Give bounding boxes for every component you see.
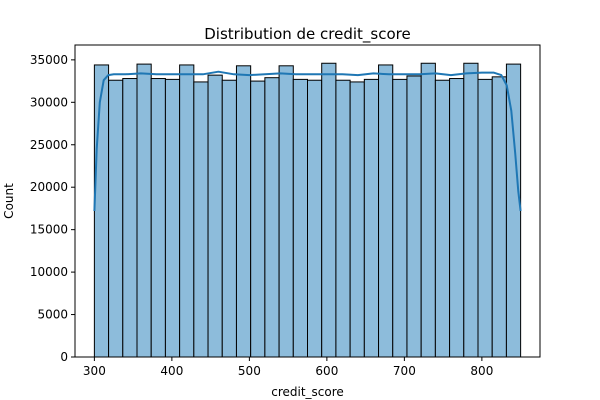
histogram-bar <box>179 64 195 358</box>
x-tick-label: 400 <box>160 364 183 378</box>
y-tick-label: 10000 <box>30 265 68 279</box>
histogram-bar <box>108 79 124 358</box>
chart-title: Distribution de credit_score <box>204 25 410 44</box>
histogram-bar <box>221 79 237 358</box>
x-tick-label: 500 <box>238 364 261 378</box>
histogram-bar <box>505 63 522 358</box>
x-tick-label: 600 <box>315 364 338 378</box>
y-tick-label: 25000 <box>30 138 68 152</box>
histogram-bar <box>250 80 266 358</box>
histogram-bar <box>491 76 507 358</box>
histogram-bar <box>278 65 294 358</box>
histogram-bar <box>235 65 252 358</box>
y-tick-label: 5000 <box>37 308 68 322</box>
histogram-bar <box>463 62 479 358</box>
histogram-bar <box>349 81 365 358</box>
histogram-bar <box>264 77 280 358</box>
histogram-bar <box>136 63 152 358</box>
histogram-bar <box>378 64 394 358</box>
y-tick-label: 0 <box>60 350 68 364</box>
bars-group <box>93 62 522 358</box>
kde-group <box>93 70 522 212</box>
y-axis-label: Count <box>2 183 16 219</box>
histogram-bar <box>292 78 308 358</box>
histogram-bar <box>449 78 465 358</box>
histogram-bar <box>150 78 166 358</box>
histogram-bar <box>321 62 337 358</box>
x-axis-label: credit_score <box>271 385 344 399</box>
y-tick-label: 20000 <box>30 180 68 194</box>
histogram-bar <box>406 75 422 358</box>
y-axis: 0 5000 10000 15000 20000 25000 30000 35000 <box>30 53 75 364</box>
histogram-bar <box>335 79 351 358</box>
histogram-bar <box>392 78 408 358</box>
histogram-bar <box>93 64 110 358</box>
kde-curve <box>93 70 522 212</box>
histogram-bar <box>420 62 436 358</box>
histogram-bar <box>477 78 493 358</box>
y-tick-label: 35000 <box>30 53 68 67</box>
histogram-bar <box>193 81 209 358</box>
histogram-bar <box>363 78 380 358</box>
y-tick-label: 30000 <box>30 95 68 109</box>
histogram-bar <box>434 79 451 358</box>
x-tick-label: 300 <box>83 364 106 378</box>
histogram-bar <box>307 79 323 358</box>
histogram-bar <box>122 78 138 358</box>
plot-frame <box>74 44 541 358</box>
x-axis: 300 400 500 600 700 800 <box>83 357 493 378</box>
histogram-bar <box>164 78 181 358</box>
x-tick-label: 800 <box>470 364 493 378</box>
x-tick-label: 700 <box>393 364 416 378</box>
y-tick-label: 15000 <box>30 223 68 237</box>
histogram-bar <box>207 74 223 358</box>
